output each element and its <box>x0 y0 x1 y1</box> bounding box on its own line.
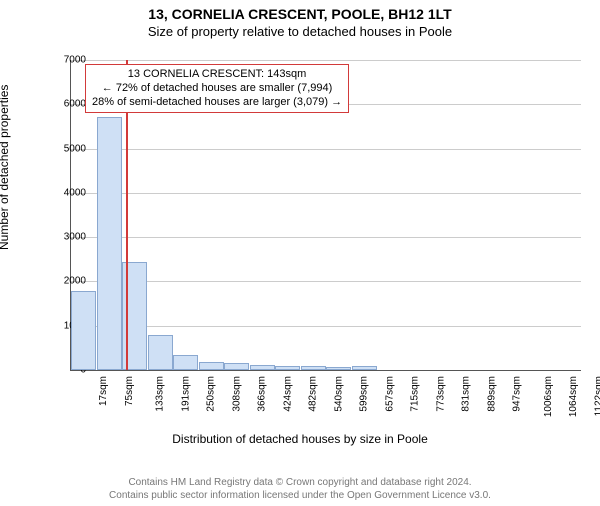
histogram-bar <box>224 363 249 370</box>
x-tick-label: 947sqm <box>512 376 523 412</box>
x-tick-label: 17sqm <box>98 376 109 406</box>
x-tick-label: 482sqm <box>308 376 319 412</box>
x-tick-label: 831sqm <box>461 376 472 412</box>
y-tick-label: 4000 <box>46 187 86 198</box>
x-tick-label: 1006sqm <box>543 376 554 417</box>
x-tick-label: 424sqm <box>282 376 293 412</box>
page-title: 13, CORNELIA CRESCENT, POOLE, BH12 1LT <box>0 6 600 22</box>
chart-container: Number of detached properties Distributi… <box>0 50 600 450</box>
annotation-box: 13 CORNELIA CRESCENT: 143sqm← 72% of det… <box>85 64 349 113</box>
x-tick-label: 308sqm <box>231 376 242 412</box>
annotation-line: 13 CORNELIA CRESCENT: 143sqm <box>92 68 342 82</box>
gridline <box>71 60 581 61</box>
footer-line-2: Contains public sector information licen… <box>0 490 600 503</box>
x-tick-label: 75sqm <box>124 376 135 406</box>
x-axis-label: Distribution of detached houses by size … <box>0 432 600 446</box>
histogram-bar <box>71 291 96 370</box>
footer-credits: Contains HM Land Registry data © Crown c… <box>0 477 600 502</box>
gridline <box>71 149 581 150</box>
footer-line-1: Contains HM Land Registry data © Crown c… <box>0 477 600 490</box>
x-tick-label: 889sqm <box>486 376 497 412</box>
annotation-line: 28% of semi-detached houses are larger (… <box>92 96 342 110</box>
x-tick-label: 599sqm <box>359 376 370 412</box>
x-tick-label: 366sqm <box>257 376 268 412</box>
x-tick-label: 540sqm <box>333 376 344 412</box>
histogram-bar <box>275 366 300 370</box>
y-tick-label: 3000 <box>46 232 86 243</box>
histogram-bar <box>199 362 224 370</box>
histogram-bar <box>97 117 122 370</box>
gridline <box>71 237 581 238</box>
x-tick-label: 1122sqm <box>593 376 600 416</box>
gridline <box>71 281 581 282</box>
gridline <box>71 326 581 327</box>
histogram-bar <box>352 366 377 370</box>
y-tick-label: 7000 <box>46 55 86 66</box>
x-tick-label: 1064sqm <box>568 376 579 417</box>
page-subtitle: Size of property relative to detached ho… <box>0 24 600 39</box>
histogram-bar <box>148 335 173 370</box>
x-tick-label: 250sqm <box>206 376 217 412</box>
y-tick-label: 5000 <box>46 143 86 154</box>
x-tick-label: 773sqm <box>435 376 446 412</box>
annotation-line: ← 72% of detached houses are smaller (7,… <box>92 82 342 96</box>
y-axis-label: Number of detached properties <box>0 85 11 250</box>
x-tick-label: 715sqm <box>410 376 421 412</box>
x-tick-label: 133sqm <box>155 376 166 412</box>
x-tick-label: 191sqm <box>180 376 191 412</box>
y-tick-label: 2000 <box>46 276 86 287</box>
x-tick-label: 657sqm <box>384 376 395 412</box>
y-tick-label: 6000 <box>46 99 86 110</box>
histogram-bar <box>301 366 326 370</box>
histogram-bar <box>250 365 275 370</box>
gridline <box>71 193 581 194</box>
histogram-bar <box>326 367 351 370</box>
histogram-bar <box>173 355 198 371</box>
